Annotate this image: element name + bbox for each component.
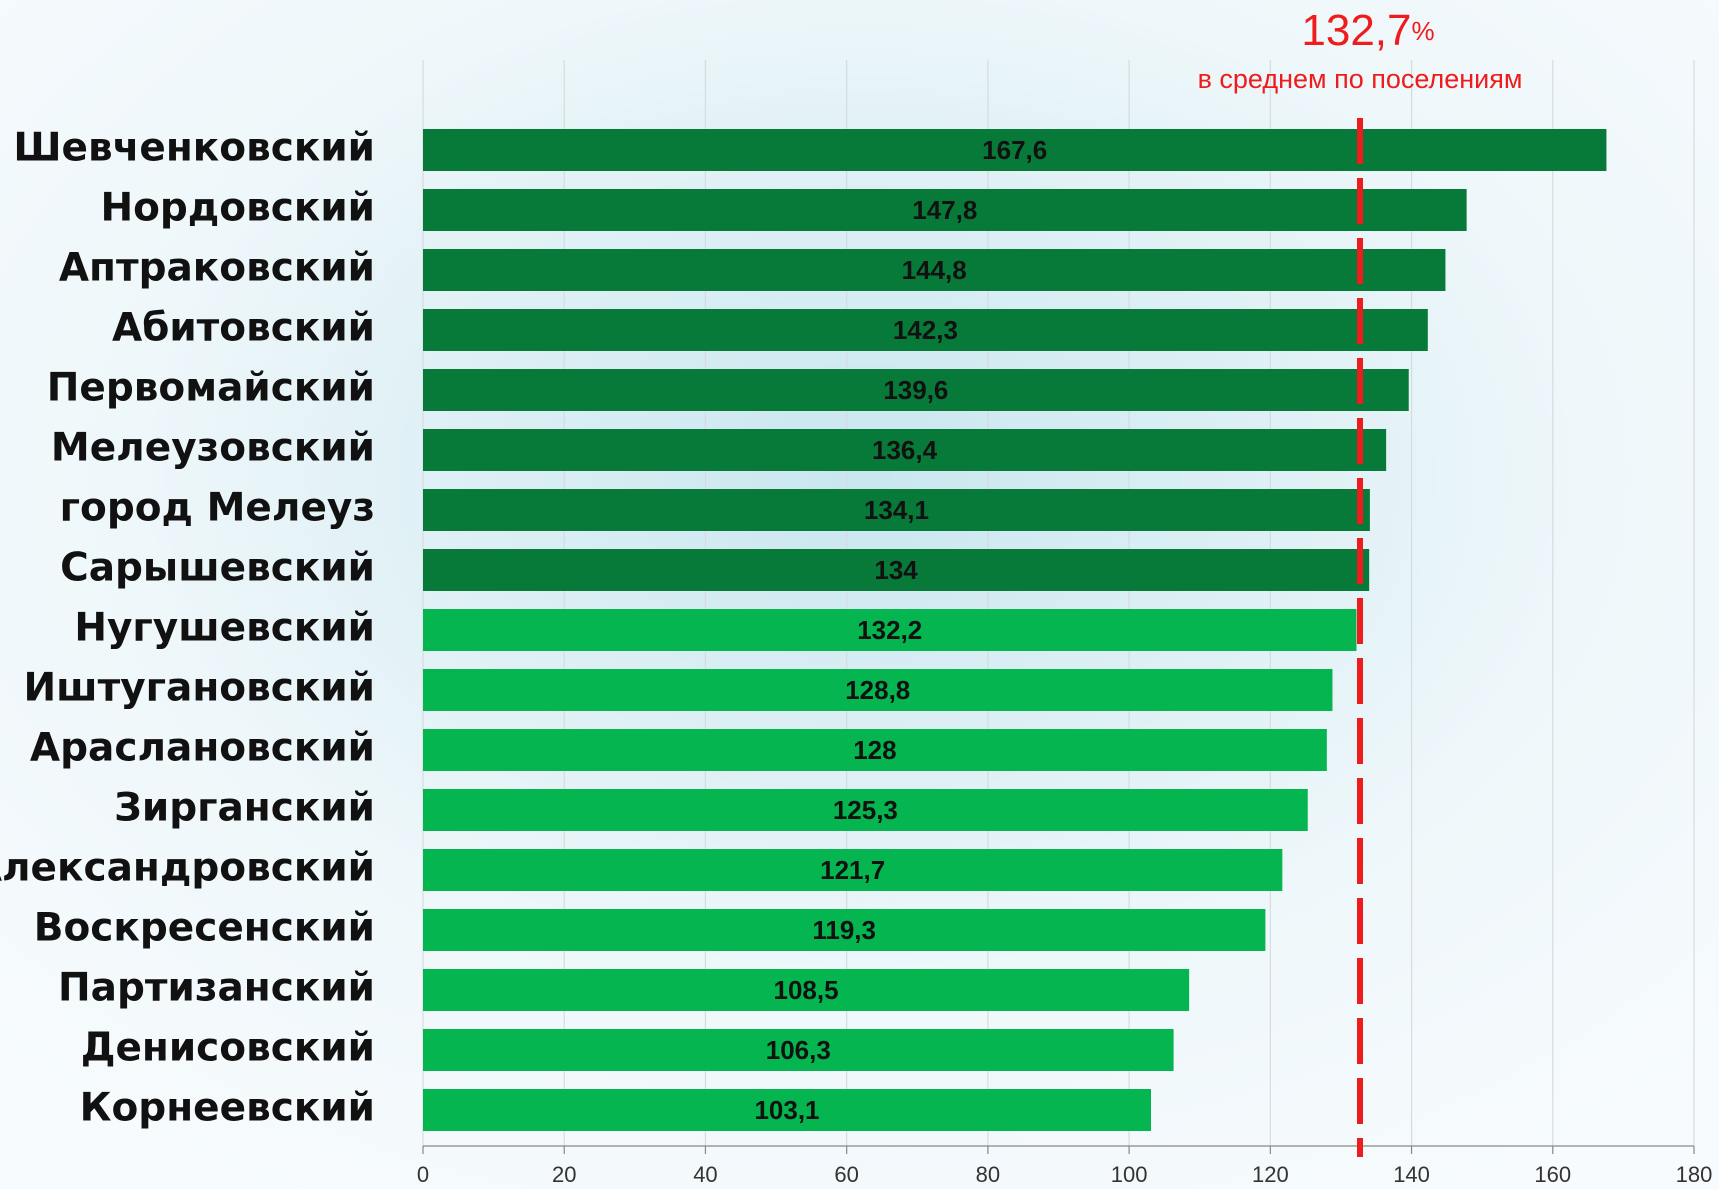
category-label: город Мелеуз [60,486,375,531]
x-tick-label: 0 [417,1162,429,1187]
value-label: 136,4 [872,435,938,465]
bar [423,489,1370,531]
value-label: 121,7 [820,855,885,885]
bar [423,729,1327,771]
x-tick-label: 60 [834,1162,858,1187]
category-label: Партизанский [58,966,375,1011]
category-label: Корнеевский [80,1086,375,1131]
bar [423,609,1357,651]
category-label: Абитовский [112,306,375,351]
bar [423,849,1283,891]
bar [423,969,1190,1011]
bar [423,129,1607,171]
bar [423,309,1428,351]
value-label: 167,6 [982,135,1047,165]
category-label: Нордовский [100,186,375,231]
value-label: 142,3 [893,315,958,345]
bar [423,369,1409,411]
x-tick-label: 20 [552,1162,576,1187]
bar [423,789,1308,831]
value-label: 128 [853,735,896,765]
reference-text: в среднем по поселениям [1198,64,1523,94]
x-tick-label: 100 [1111,1162,1148,1187]
bar [423,909,1266,951]
bar [423,669,1333,711]
category-label: Воскресенский [34,906,375,951]
category-label: Шевченковский [13,126,375,171]
x-tick-label: 40 [693,1162,717,1187]
reference-value-number: 132,7 [1301,6,1411,55]
x-tick-label: 80 [976,1162,1000,1187]
category-label: Иштугановский [24,666,375,711]
value-label: 119,3 [812,915,876,945]
x-tick-label: 140 [1393,1162,1430,1187]
category-label: Первомайский [47,366,375,411]
category-label: Александровский [0,846,375,891]
value-label: 106,3 [766,1035,831,1065]
bar [423,429,1387,471]
value-label: 128,8 [845,675,910,705]
category-label: Нугушевский [74,606,375,651]
category-label: Зирганский [114,786,375,831]
category-label: Сарышевский [60,546,375,591]
bar [423,249,1446,291]
value-label: 147,8 [912,195,977,225]
value-label: 108,5 [774,975,839,1005]
category-label: Денисовский [81,1026,375,1071]
x-tick-label: 180 [1676,1162,1713,1187]
reference-value-unit: % [1412,16,1435,46]
value-label: 139,6 [883,375,948,405]
value-label: 103,1 [754,1095,819,1125]
bar [423,549,1370,591]
value-label: 125,3 [833,795,898,825]
bar [423,1089,1152,1131]
category-label: Аптраковский [59,246,375,291]
category-label: Араслановский [30,726,375,771]
reference-value: 132,7% [1301,6,1434,55]
value-label: 134 [874,555,918,585]
value-label: 132,2 [857,615,922,645]
value-label: 144,8 [902,255,967,285]
x-tick-label: 160 [1534,1162,1571,1187]
bar [423,1029,1174,1071]
category-label: Мелеузовский [51,426,375,471]
bar [423,189,1467,231]
value-label: 134,1 [864,495,929,525]
x-tick-label: 120 [1252,1162,1289,1187]
